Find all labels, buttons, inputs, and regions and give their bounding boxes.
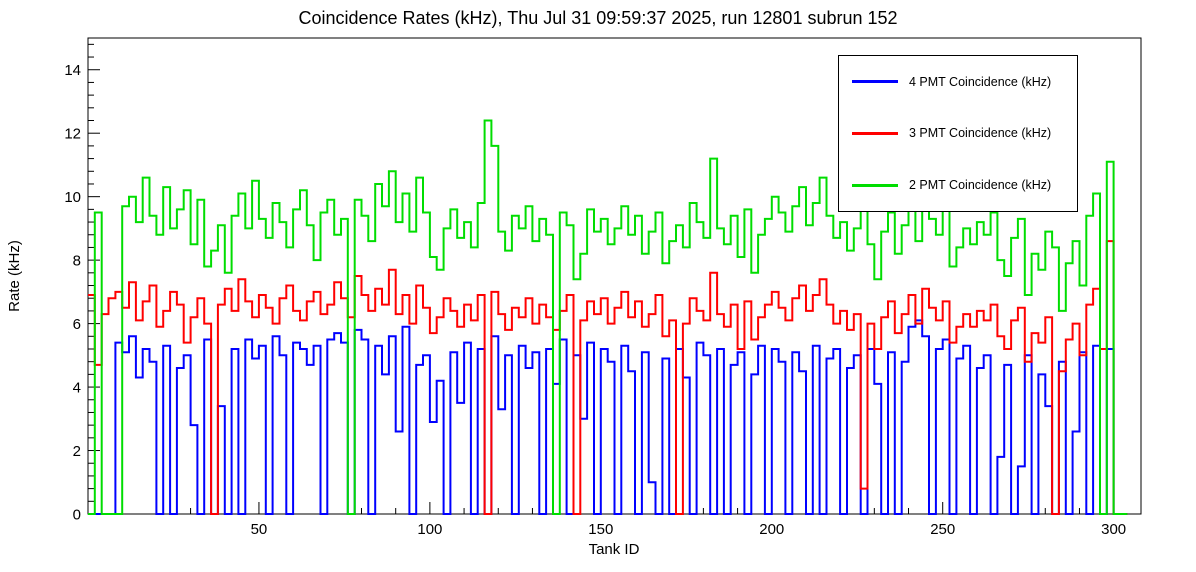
legend-line-2pmt-icon (852, 183, 898, 187)
legend-item-3pmt: 3 PMT Coincidence (kHz) (839, 126, 1077, 140)
series-line-4pmt (88, 319, 1128, 515)
legend-label-2pmt: 2 PMT Coincidence (kHz) (909, 178, 1052, 193)
svg-text:100: 100 (417, 521, 442, 538)
svg-text:300: 300 (1101, 521, 1126, 538)
svg-text:0: 0 (73, 507, 81, 524)
svg-text:2: 2 (73, 443, 81, 460)
svg-text:50: 50 (251, 521, 268, 538)
y-tick-labels: 0 2 4 6 8 10 12 14 (64, 62, 81, 523)
svg-text:12: 12 (64, 126, 81, 143)
svg-text:10: 10 (64, 189, 81, 206)
svg-text:4: 4 (73, 380, 81, 397)
series-line-2pmt (88, 119, 1128, 515)
x-axis-title: Tank ID (588, 541, 640, 558)
legend-label-3pmt: 3 PMT Coincidence (kHz) (909, 126, 1052, 141)
legend-line-3pmt-icon (852, 131, 898, 135)
legend-item-4pmt: 4 PMT Coincidence (kHz) (839, 75, 1077, 89)
svg-text:150: 150 (588, 521, 613, 538)
series-line-3pmt (88, 240, 1128, 515)
legend: 4 PMT Coincidence (kHz) 3 PMT Coincidenc… (838, 55, 1078, 212)
svg-text:14: 14 (64, 62, 81, 79)
y-axis-title: Rate (kHz) (6, 240, 23, 312)
svg-text:250: 250 (930, 521, 955, 538)
legend-item-2pmt: 2 PMT Coincidence (kHz) (839, 178, 1077, 192)
x-tick-labels: 50 100 150 200 250 300 (251, 521, 1127, 538)
chart-title: Coincidence Rates (kHz), Thu Jul 31 09:5… (298, 8, 898, 28)
svg-text:8: 8 (73, 253, 81, 270)
x-axis-ticks (121, 502, 1115, 514)
svg-text:6: 6 (73, 316, 81, 333)
svg-text:200: 200 (759, 521, 784, 538)
legend-line-4pmt-icon (852, 80, 898, 84)
legend-label-4pmt: 4 PMT Coincidence (kHz) (909, 74, 1052, 89)
series-lines (88, 119, 1128, 515)
